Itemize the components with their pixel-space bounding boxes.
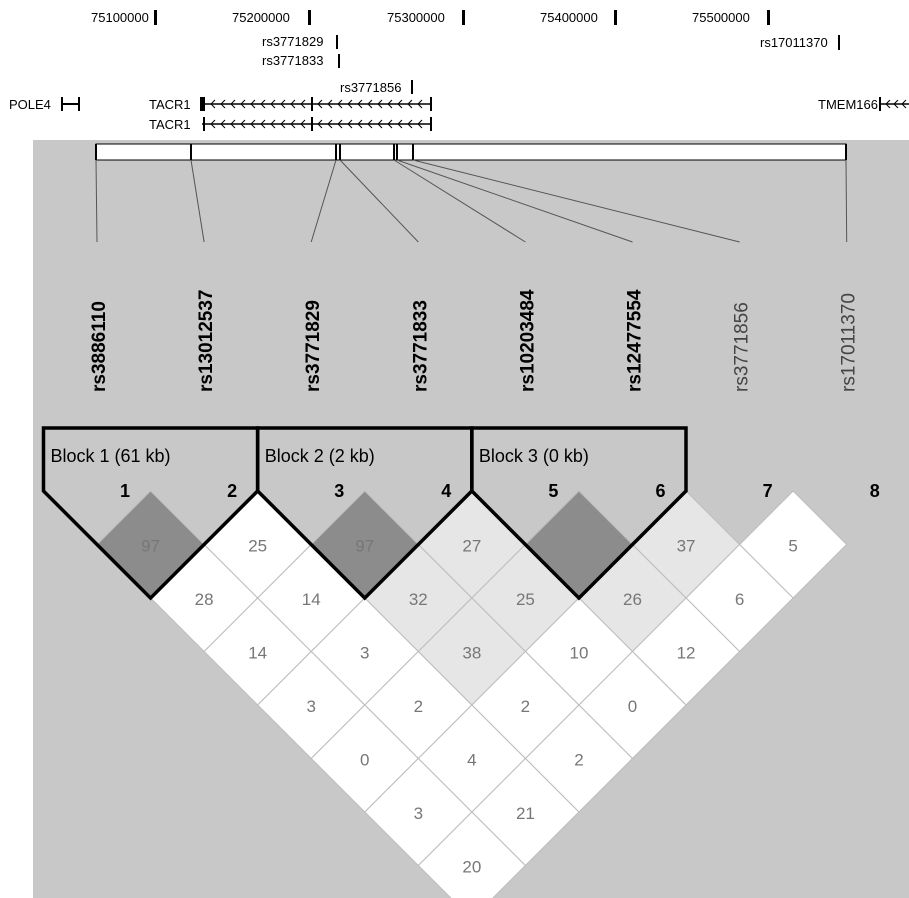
ld-cell-value: 25 [516, 590, 535, 609]
marker-number: 8 [870, 481, 880, 501]
ld-cell-value: 97 [355, 537, 374, 556]
ld-cell-value: 38 [462, 644, 481, 663]
connector-line [190, 159, 205, 243]
position-label: 75500000 [692, 10, 750, 25]
connector-line [845, 159, 848, 243]
ld-cell-value: 3 [360, 644, 369, 663]
locator-ticks [95, 144, 847, 160]
haplotype-block-outline [41, 426, 260, 601]
gene-model-pole4 [61, 97, 80, 111]
snp-tag-tick [838, 35, 840, 50]
marker-locator [95, 143, 848, 243]
haplotype-block-outline [470, 426, 688, 601]
snp-tag-label: rs3771833 [262, 53, 323, 68]
connector-lines [95, 159, 848, 243]
ld-cell-value: 20 [462, 858, 481, 877]
haplotype-block-label: Block 2 (2 kb) [265, 446, 375, 466]
position-ruler: 75100000 75200000 75300000 75400000 7550… [91, 10, 770, 25]
marker-name: rs12477554 [625, 289, 646, 392]
marker-number: 5 [548, 481, 558, 501]
ld-cell-value: 0 [360, 751, 369, 770]
position-tick [154, 10, 157, 25]
gene-label-tacr1-isoform: TACR1 [149, 117, 191, 132]
gene-model-tacr1-isoform [202, 117, 432, 131]
ld-cell-value: 10 [569, 644, 588, 663]
ld-cell-value: 2 [574, 751, 583, 770]
marker-name: rs3771856 [732, 302, 753, 392]
gene-label-tacr1: TACR1 [149, 97, 191, 112]
ld-cell-value: 2 [521, 697, 530, 716]
marker-number: 1 [120, 481, 130, 501]
snp-tag-label: rs17011370 [760, 35, 828, 50]
locator-bar [95, 143, 847, 161]
connector-line [339, 159, 419, 243]
gene-model-tmem166 [879, 97, 909, 111]
haplotype-block-outline [255, 426, 474, 601]
position-tick [308, 10, 311, 25]
gene-model-tacr1 [200, 97, 432, 111]
snp-tag-label: rs3771856 [340, 80, 401, 95]
marker-number: 4 [441, 481, 451, 501]
ld-cell-value: 28 [195, 590, 214, 609]
connector-line [310, 159, 337, 243]
ld-cell-value: 12 [677, 644, 696, 663]
connector-line [412, 159, 740, 243]
ld-cell-value: 14 [302, 590, 321, 609]
position-label: 75200000 [232, 10, 290, 25]
gene-track: POLE4 TACR1 TACR1 TMEM166 [9, 97, 909, 132]
position-label: 75100000 [91, 10, 149, 25]
snp-tag-label: rs3771829 [262, 34, 323, 49]
ld-cell-value: 32 [409, 590, 428, 609]
marker-numbers: 1 2 3 4 5 6 7 8 [120, 481, 880, 501]
ld-cell-value: 37 [677, 537, 696, 556]
ld-cell-value: 97 [141, 537, 160, 556]
ld-cell-value: 25 [248, 537, 267, 556]
ld-cell-value: 26 [623, 590, 642, 609]
position-label: 75300000 [387, 10, 445, 25]
snp-tags: rs3771829 rs3771833 rs3771856 rs17011370 [262, 34, 840, 95]
marker-number: 3 [334, 481, 344, 501]
marker-name: rs3771829 [303, 300, 324, 392]
ld-cell-value: 6 [735, 590, 744, 609]
snp-tag-tick [411, 80, 413, 94]
position-tick [462, 10, 465, 25]
haplotype-block-label: Block 1 (61 kb) [51, 446, 171, 466]
marker-names: rs3886110 rs13012537 rs3771829 rs3771833 rs1… [89, 289, 860, 392]
ld-cell-value: 14 [248, 644, 267, 663]
snp-tag-tick [338, 54, 340, 68]
haplotype-block-label: Block 3 (0 kb) [479, 446, 589, 466]
position-tick [767, 10, 770, 25]
ld-cell [417, 811, 527, 898]
gene-label-tmem166: TMEM166 [818, 97, 878, 112]
ld-cell-value: 5 [788, 537, 797, 556]
ld-cell-value: 4 [467, 751, 476, 770]
snp-tag-tick [336, 35, 338, 49]
position-tick [614, 10, 617, 25]
connector-line [396, 159, 633, 243]
connector-line [393, 159, 526, 243]
marker-name: rs17011370 [839, 293, 860, 392]
marker-number: 7 [763, 481, 773, 501]
ld-cell-value: 21 [516, 804, 535, 823]
ld-cell-value: 0 [628, 697, 637, 716]
ld-cell-value: 3 [414, 804, 423, 823]
marker-name: rs13012537 [196, 290, 217, 393]
marker-name: rs3886110 [89, 301, 110, 392]
ld-cell-value: 27 [462, 537, 481, 556]
haplotype-blocks: Block 1 (61 kb) Block 2 (2 kb) Block 3 (0 … [41, 426, 688, 601]
position-label: 75400000 [540, 10, 598, 25]
marker-name: rs3771833 [410, 300, 431, 392]
marker-number: 2 [227, 481, 237, 501]
marker-number: 6 [655, 481, 665, 501]
ld-cell-value: 3 [306, 697, 315, 716]
ld-cell-value: 2 [414, 697, 423, 716]
gene-label-pole4: POLE4 [9, 97, 51, 112]
marker-name: rs10203484 [517, 289, 538, 392]
connector-line [95, 159, 98, 243]
